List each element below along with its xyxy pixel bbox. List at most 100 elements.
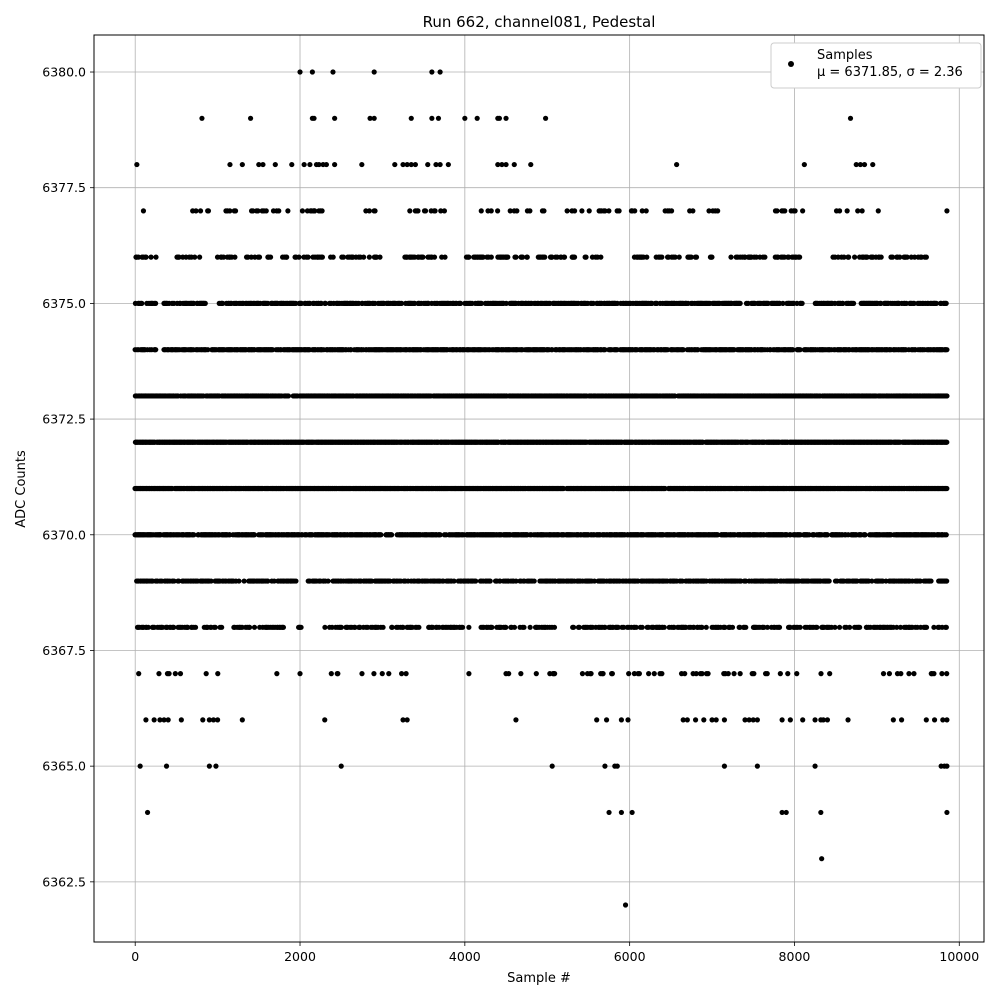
data-point [570, 624, 577, 630]
data-point [777, 671, 783, 677]
data-point [944, 671, 950, 677]
data-point [386, 671, 392, 677]
data-point [725, 671, 731, 677]
data-point [814, 624, 820, 630]
data-point [274, 671, 280, 677]
data-point [897, 624, 904, 630]
data-point [661, 624, 667, 630]
data-point [651, 671, 657, 677]
data-point [246, 624, 253, 630]
data-point [847, 624, 853, 630]
data-point [631, 671, 637, 677]
data-point [338, 624, 345, 630]
data-point [352, 624, 358, 630]
data-point [531, 578, 537, 584]
data-point [886, 671, 893, 677]
data-point [600, 671, 606, 677]
data-point [699, 624, 705, 630]
data-point [298, 624, 304, 630]
data-point [764, 671, 770, 677]
data-point [797, 624, 803, 630]
data-point [785, 671, 791, 677]
data-point [659, 671, 665, 677]
data-point [145, 624, 151, 630]
data-point [636, 671, 642, 677]
data-point [693, 671, 699, 677]
data-point [241, 578, 247, 584]
data-point [280, 624, 287, 630]
data-point [898, 671, 904, 677]
data-point [943, 532, 949, 538]
data-point [527, 624, 533, 630]
data-point [827, 671, 833, 677]
data-point [400, 624, 406, 630]
data-point [437, 532, 443, 538]
data-point [944, 485, 950, 492]
data-point [832, 624, 838, 630]
data-point [939, 671, 945, 677]
data-point [466, 671, 472, 677]
data-point [403, 671, 409, 677]
data-point [836, 624, 843, 630]
data-point [682, 671, 688, 677]
data-point [503, 624, 509, 630]
data-point [615, 624, 621, 630]
data-point [737, 671, 743, 677]
data-point [166, 671, 172, 677]
data-point [818, 671, 824, 677]
data-point [880, 671, 887, 677]
data-point [203, 671, 209, 677]
data-point [699, 671, 705, 677]
data-point [826, 578, 832, 584]
data-point [371, 671, 377, 677]
data-point [731, 671, 737, 677]
data-point [944, 393, 950, 399]
data-point [705, 671, 711, 677]
data-point [552, 671, 558, 677]
data-point [153, 347, 159, 353]
data-point [191, 532, 197, 538]
data-point [917, 578, 923, 584]
data-point [251, 624, 258, 630]
data-point [646, 671, 652, 677]
data-point [208, 578, 214, 584]
data-point [943, 624, 949, 630]
data-point [172, 671, 178, 677]
data-point [928, 578, 934, 584]
data-point [764, 624, 771, 630]
data-point [473, 578, 479, 584]
data-point [703, 624, 709, 630]
data-point [451, 578, 457, 584]
data-point [588, 671, 594, 677]
data-point [794, 671, 800, 677]
data-point [862, 532, 868, 538]
data-point [931, 624, 937, 630]
data-point [513, 578, 519, 584]
data-point [944, 439, 950, 445]
data-point [293, 578, 299, 584]
data-point [911, 671, 917, 677]
data-point [743, 624, 749, 630]
data-point [389, 624, 395, 630]
data-point [506, 671, 512, 677]
data-point [931, 671, 937, 677]
data-point [729, 624, 736, 630]
data-point [521, 624, 527, 630]
data-point [192, 624, 199, 630]
data-point [602, 624, 608, 630]
data-point [212, 624, 218, 630]
data-point [489, 624, 495, 630]
data-point [869, 578, 875, 584]
data-point [236, 578, 242, 584]
data-point [359, 671, 365, 677]
data-point [751, 671, 757, 677]
data-point [626, 671, 632, 677]
data-point [416, 624, 422, 630]
data-point [639, 624, 645, 630]
data-point [325, 578, 331, 584]
data-point [576, 624, 582, 630]
data-point [518, 671, 524, 677]
data-point [551, 624, 558, 630]
